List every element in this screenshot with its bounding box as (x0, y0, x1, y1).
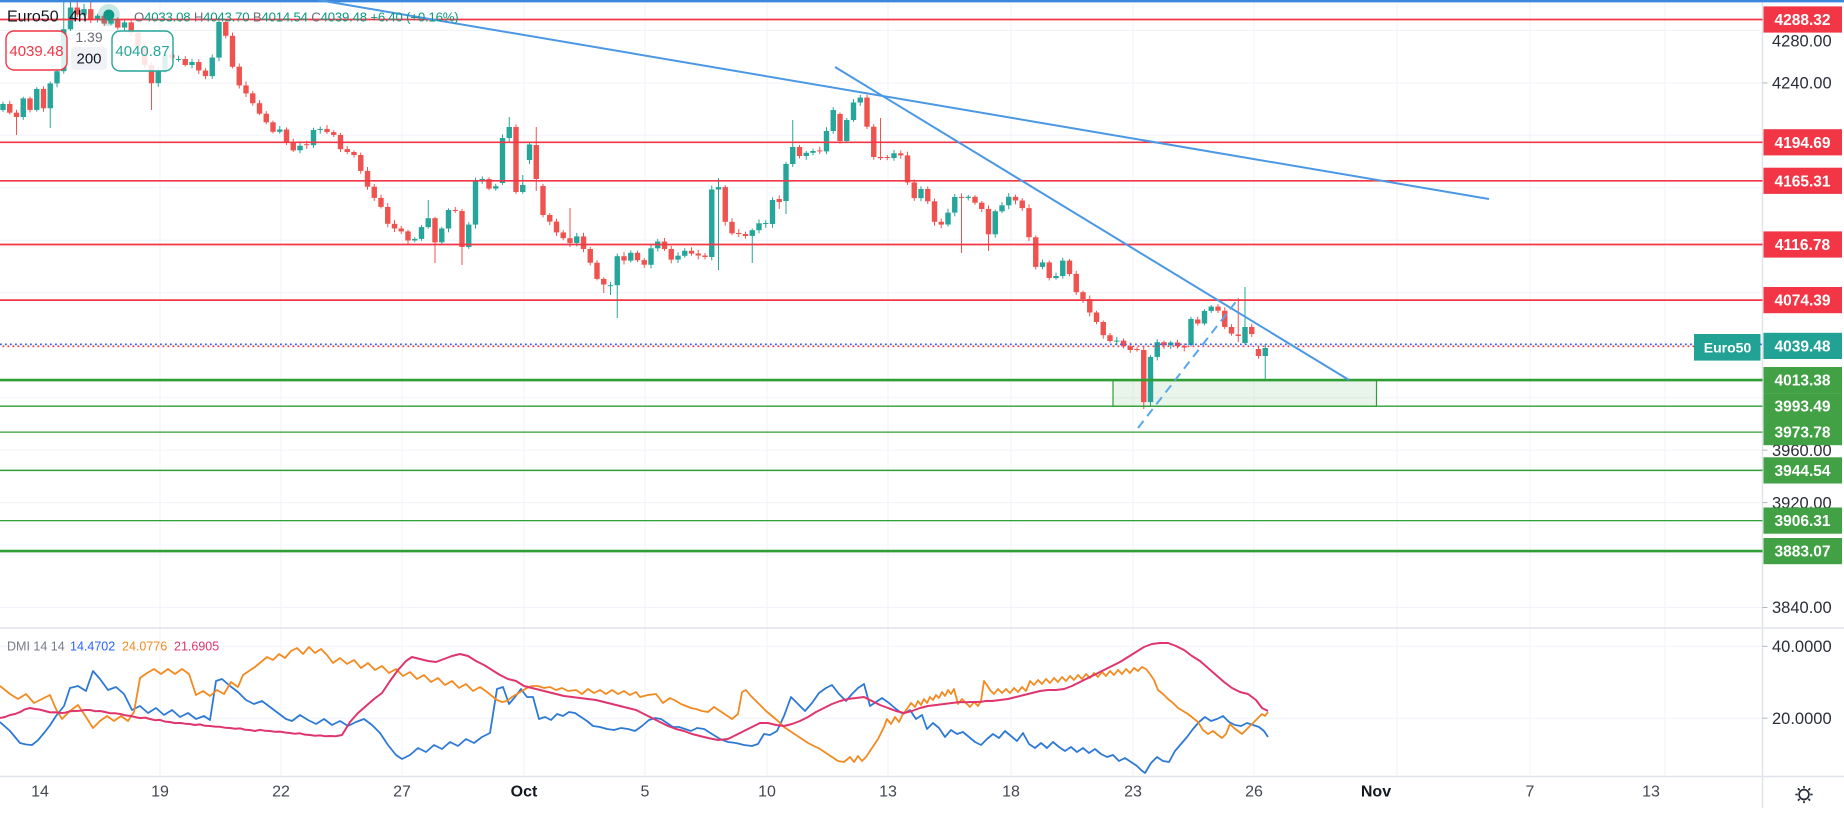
svg-text:4280.00: 4280.00 (1772, 33, 1832, 51)
svg-text:4116.78: 4116.78 (1775, 237, 1831, 254)
svg-text:5: 5 (641, 783, 650, 800)
svg-text:DMI 14 14: DMI 14 14 (7, 639, 65, 653)
svg-text:1.39: 1.39 (75, 29, 102, 45)
svg-text:4288.32: 4288.32 (1774, 12, 1830, 29)
svg-text:40.0000: 40.0000 (1772, 638, 1832, 656)
svg-text:3944.54: 3944.54 (1774, 463, 1830, 480)
svg-text:10: 10 (758, 783, 776, 800)
svg-text:20.0000: 20.0000 (1772, 710, 1832, 728)
svg-text:Nov: Nov (1361, 783, 1391, 800)
svg-text:7: 7 (1526, 783, 1535, 800)
svg-text:24.0776: 24.0776 (122, 639, 167, 653)
svg-text:22: 22 (272, 783, 290, 800)
svg-text:4013.38: 4013.38 (1774, 373, 1830, 390)
svg-text:Euro50: Euro50 (7, 9, 59, 26)
svg-text:13: 13 (1642, 783, 1660, 800)
svg-text:19: 19 (151, 783, 169, 800)
svg-text:4039.48: 4039.48 (9, 43, 63, 60)
svg-text:3993.49: 3993.49 (1774, 399, 1830, 416)
svg-text:27: 27 (393, 783, 411, 800)
svg-text:23: 23 (1124, 783, 1142, 800)
svg-text:3883.07: 3883.07 (1774, 544, 1830, 561)
svg-text:3960.00: 3960.00 (1772, 442, 1832, 460)
svg-text:4194.69: 4194.69 (1774, 135, 1830, 152)
svg-text:4074.39: 4074.39 (1774, 293, 1830, 310)
svg-text:3840.00: 3840.00 (1772, 599, 1832, 617)
svg-text:3906.31: 3906.31 (1774, 513, 1830, 530)
svg-text:3973.78: 3973.78 (1774, 425, 1830, 442)
svg-text:4039.48: 4039.48 (1774, 338, 1830, 355)
svg-text:18: 18 (1002, 783, 1020, 800)
svg-text:21.6905: 21.6905 (174, 639, 219, 653)
svg-text:4165.31: 4165.31 (1774, 173, 1830, 190)
svg-text:4040.87: 4040.87 (115, 43, 169, 60)
svg-text:200: 200 (76, 51, 101, 68)
svg-text:Oct: Oct (511, 783, 538, 800)
svg-text:Euro50: Euro50 (1704, 339, 1752, 355)
svg-text:14.4702: 14.4702 (70, 639, 115, 653)
svg-text:13: 13 (879, 783, 897, 800)
svg-text:O4033.08 H4043.70 B4014.54 C40: O4033.08 H4043.70 B4014.54 C4039.48 +6.4… (134, 10, 458, 25)
svg-text:·: · (61, 10, 65, 25)
svg-text:4h: 4h (69, 9, 87, 26)
svg-text:26: 26 (1245, 783, 1263, 800)
svg-text:14: 14 (31, 783, 49, 800)
svg-text:4240.00: 4240.00 (1772, 75, 1832, 93)
